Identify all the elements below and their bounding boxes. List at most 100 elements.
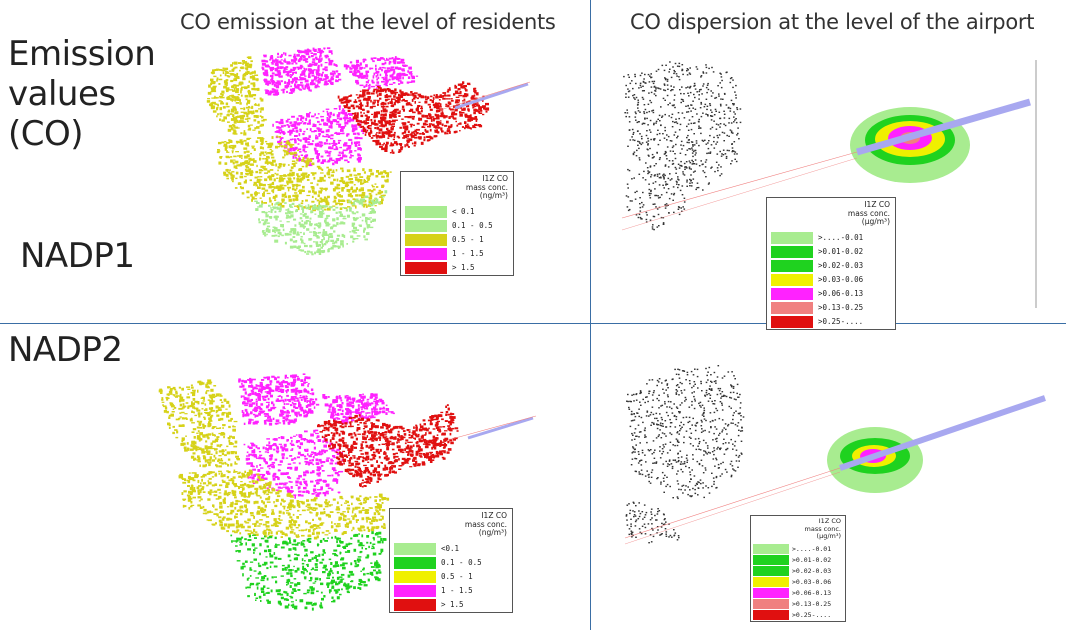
legend-unit: (ng/m³) bbox=[478, 528, 507, 537]
legend-row: >....-0.01 bbox=[767, 231, 895, 245]
legend-label: 0.1 - 0.5 bbox=[452, 221, 493, 230]
legend-row: 0.1 - 0.5 bbox=[401, 219, 513, 233]
legend-row: 0.5 - 1 bbox=[401, 233, 513, 247]
legend-header: I1Z CO mass conc. (ng/m³) bbox=[390, 509, 512, 542]
legend-swatch bbox=[771, 273, 813, 286]
legend-row: >0.01-0.02 bbox=[767, 245, 895, 259]
legend-row: >0.06-0.13 bbox=[751, 588, 845, 599]
emission-label-line2: values bbox=[8, 74, 116, 114]
legend-subtitle: mass conc. bbox=[465, 182, 508, 192]
emission-values-label: Emission values (CO) bbox=[8, 34, 156, 154]
magenta-zone-south bbox=[243, 429, 344, 499]
legend-row: >0.02-0.03 bbox=[751, 566, 845, 577]
legend-row: >0.06-0.13 bbox=[767, 287, 895, 301]
legend-label: >0.25-.... bbox=[818, 317, 864, 326]
legend-swatch bbox=[771, 231, 813, 244]
runway-line bbox=[467, 416, 534, 440]
legend-row: 0.1 - 0.5 bbox=[390, 556, 512, 570]
legend-unit: (ng/m³) bbox=[479, 191, 508, 200]
legend-label: >0.03-0.06 bbox=[792, 578, 832, 586]
legend-swatch bbox=[753, 566, 789, 576]
runway-line bbox=[839, 395, 1046, 471]
legend-swatch bbox=[405, 261, 447, 274]
legend-title: I1Z CO bbox=[481, 511, 507, 520]
yellow-zone-south bbox=[178, 469, 390, 540]
legend-swatch bbox=[753, 577, 789, 587]
legend-label: 0.5 - 1 bbox=[441, 572, 473, 581]
legend-label: 0.5 - 1 bbox=[452, 235, 484, 244]
legend-swatch bbox=[753, 544, 789, 554]
legend-swatch bbox=[771, 259, 813, 272]
legend-label: > 1.5 bbox=[452, 263, 475, 272]
legend-label: >0.01-0.02 bbox=[818, 247, 864, 256]
legend-label: >0.13-0.25 bbox=[792, 600, 832, 608]
red-zone bbox=[337, 81, 490, 154]
legend-row: >0.25-.... bbox=[751, 610, 845, 621]
legend-swatch bbox=[771, 287, 813, 300]
legend-swatch bbox=[753, 610, 789, 620]
vertical-divider bbox=[590, 0, 591, 630]
magenta-zone-east bbox=[343, 56, 419, 90]
legend-label: >0.02-0.03 bbox=[792, 567, 832, 575]
runway-line bbox=[856, 98, 1031, 156]
legend-label: > 1.5 bbox=[441, 600, 464, 609]
header-airport: CO dispersion at the level of the airpor… bbox=[630, 10, 1035, 34]
legend-swatch bbox=[394, 556, 436, 569]
legend-airport-nadp1: I1Z CO mass conc. (µg/m³) >....-0.01 >0.0… bbox=[766, 197, 896, 330]
legend-swatch bbox=[405, 247, 447, 260]
residential-dots-south bbox=[625, 501, 680, 544]
legend-title: I1Z CO bbox=[818, 517, 841, 525]
legend-residents-nadp1: I1Z CO mass conc. (ng/m³) < 0.1 0.1 - 0.5… bbox=[400, 171, 514, 276]
residential-dots bbox=[626, 365, 745, 500]
yellow-zone-south bbox=[216, 135, 392, 212]
emission-label-line1: Emission bbox=[8, 34, 156, 74]
red-zone bbox=[317, 404, 459, 488]
legend-row: >0.13-0.25 bbox=[751, 599, 845, 610]
legend-label: >....-0.01 bbox=[792, 545, 832, 553]
legend-row: <0.1 bbox=[390, 542, 512, 556]
yellow-zone bbox=[158, 379, 240, 468]
flight-path-line bbox=[447, 415, 537, 441]
legend-header: I1Z CO mass conc. (µg/m³) bbox=[751, 516, 845, 544]
flight-path-line-2 bbox=[621, 157, 858, 231]
legend-swatch bbox=[753, 599, 789, 609]
legend-row: > 1.5 bbox=[390, 598, 512, 612]
legend-label: 1 - 1.5 bbox=[441, 586, 473, 595]
legend-label: >0.13-0.25 bbox=[818, 303, 864, 312]
airport-map-nadp1 bbox=[621, 60, 1037, 308]
legend-row: >0.13-0.25 bbox=[767, 301, 895, 315]
emission-label-line3: (CO) bbox=[8, 114, 84, 154]
legend-swatch bbox=[405, 205, 447, 218]
legend-label: <0.1 bbox=[441, 544, 460, 553]
magenta-zone-north bbox=[261, 47, 342, 96]
legend-title: I1Z CO bbox=[482, 174, 508, 183]
legend-swatch bbox=[771, 301, 813, 314]
legend-row: >....-0.01 bbox=[751, 544, 845, 555]
legend-residents-nadp2: I1Z CO mass conc. (ng/m³) <0.1 0.1 - 0.5 0… bbox=[389, 508, 513, 613]
legend-swatch bbox=[394, 598, 436, 611]
legend-swatch bbox=[405, 233, 447, 246]
legend-subtitle: mass conc. bbox=[804, 524, 841, 533]
legend-label: >0.03-0.06 bbox=[818, 275, 864, 284]
magenta-zone-north bbox=[238, 373, 320, 426]
legend-unit: (µg/m³) bbox=[861, 217, 890, 226]
row-label-nadp2: NADP2 bbox=[8, 330, 123, 370]
legend-label: >0.06-0.13 bbox=[792, 589, 832, 597]
green-zone bbox=[230, 531, 387, 611]
horizontal-divider bbox=[0, 323, 1066, 324]
residential-dots-south bbox=[625, 168, 686, 231]
flight-path-line bbox=[439, 81, 531, 111]
legend-label: >0.06-0.13 bbox=[818, 289, 864, 298]
legend-row: 1 - 1.5 bbox=[390, 584, 512, 598]
legend-row: >0.25-.... bbox=[767, 315, 895, 329]
legend-swatch bbox=[394, 570, 436, 583]
legend-row: >0.03-0.06 bbox=[767, 273, 895, 287]
residents-map-nadp1 bbox=[206, 47, 531, 256]
flight-path-line bbox=[621, 151, 858, 219]
legend-row: 1 - 1.5 bbox=[401, 247, 513, 261]
legend-label: 1 - 1.5 bbox=[452, 249, 484, 258]
legend-row: >0.03-0.06 bbox=[751, 577, 845, 588]
legend-unit: (µg/m³) bbox=[816, 532, 841, 540]
yellow-zone bbox=[206, 56, 267, 136]
magenta-zone-east bbox=[322, 393, 395, 424]
